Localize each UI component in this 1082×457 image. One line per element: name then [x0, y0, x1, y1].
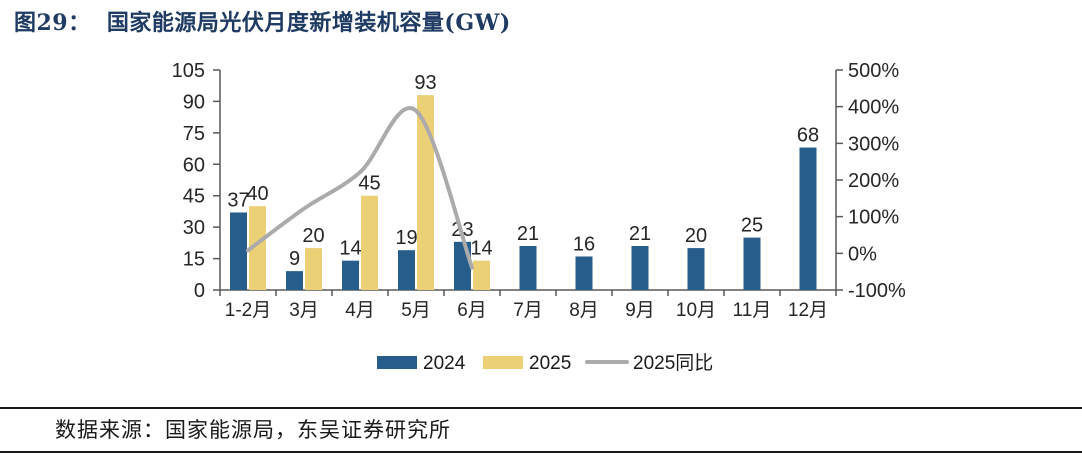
bar-value-label-2025: 14: [470, 238, 492, 260]
left-axis-tick-label: 45: [183, 186, 205, 208]
left-axis-tick-label: 75: [183, 123, 205, 145]
yoy-line: [246, 106, 474, 270]
bar-2024: [631, 246, 649, 290]
bar-value-label-2024: 16: [573, 233, 595, 255]
bar-value-label-2024: 25: [741, 215, 763, 237]
bar-2024: [398, 250, 415, 290]
right-axis-tick-label: 100%: [848, 207, 899, 229]
bar-value-label-2024: 19: [395, 227, 417, 249]
bar-value-label-2024: 21: [629, 223, 651, 245]
bar-value-label-2024: 68: [797, 125, 819, 147]
legend-swatch-2025: [483, 356, 523, 369]
x-axis-label: 4月: [345, 300, 375, 321]
figure-title: 图29： 国家能源局光伏月度新增装机容量(GW): [14, 10, 511, 36]
bar-2024: [575, 256, 593, 290]
right-axis-tick-label: 300%: [848, 133, 899, 155]
bar-2025: [361, 195, 378, 290]
bar-2024: [743, 237, 761, 290]
bar-2024: [286, 271, 303, 290]
bar-value-label-2024: 37: [227, 189, 249, 211]
right-axis-tick-label: 500%: [848, 60, 899, 82]
bar-2024: [687, 248, 705, 290]
left-axis-tick-label: 15: [183, 249, 205, 271]
bottom-axis: [219, 289, 837, 296]
legend-label-yoy: 2025同比: [633, 352, 713, 374]
x-axis-label: 3月: [289, 300, 319, 321]
x-axis-label: 11月: [733, 300, 772, 321]
x-axis-label: 5月: [401, 300, 431, 321]
bar-2025: [417, 95, 434, 290]
bar-2024: [342, 260, 359, 290]
right-axis: [835, 69, 843, 291]
legend-label-2024: 2024: [423, 353, 466, 374]
left-axis-tick-label: 90: [183, 91, 205, 113]
x-axis-label: 7月: [513, 300, 543, 321]
right-axis-tick-label: 200%: [848, 170, 899, 192]
left-axis-tick-label: 0: [194, 280, 205, 302]
right-axis-tick-label: 0%: [848, 243, 877, 265]
x-axis-label: 12月: [788, 300, 828, 321]
bar-value-label-2024: 14: [339, 238, 361, 260]
bar-2025: [305, 248, 322, 290]
x-axis-label: 10月: [676, 300, 716, 321]
bar-value-label-2024: 9: [289, 248, 300, 270]
left-axis-tick-label: 60: [183, 154, 205, 176]
combo-bar-line-chart: 0 15 30 45 60 75 90 105 -100% 0% 100% 200% 300% 400% 5…: [172, 60, 906, 374]
bar-value-label-2025: 40: [246, 183, 268, 205]
left-axis-tick-label: 30: [183, 217, 205, 239]
bar-2024: [230, 212, 247, 290]
bar-2024: [799, 147, 817, 290]
bar-2025: [249, 206, 266, 290]
legend-swatch-2024: [377, 356, 417, 369]
left-axis: [213, 69, 221, 291]
right-axis-tick-label: -100%: [848, 280, 906, 302]
bar-value-label-2025: 45: [358, 173, 380, 195]
source-divider-bottom: [0, 451, 1082, 453]
bar-value-label-2025: 20: [302, 225, 324, 247]
bar-2024: [519, 246, 537, 290]
bar-2025: [473, 260, 490, 290]
x-axis-label: 6月: [457, 300, 487, 321]
bar-value-label-2025: 93: [414, 72, 436, 94]
chart-panel: 0 15 30 45 60 75 90 105 -100% 0% 100% 200% 300% 400% 5…: [155, 52, 925, 395]
x-axis-label: 9月: [625, 300, 655, 321]
right-axis-tick-label: 400%: [848, 97, 899, 119]
source-divider-top: [0, 407, 1082, 409]
legend-label-2025: 2025: [529, 353, 571, 374]
bar-value-label-2024: 20: [685, 225, 707, 247]
x-axis-label: 8月: [569, 300, 599, 321]
bar-2024: [454, 241, 471, 290]
source-text: 数据来源：国家能源局，东吴证券研究所: [55, 418, 451, 442]
x-axis-label: 1-2月: [225, 300, 271, 321]
left-axis-tick-label: 105: [172, 60, 205, 82]
bar-value-label-2024: 21: [517, 223, 539, 245]
